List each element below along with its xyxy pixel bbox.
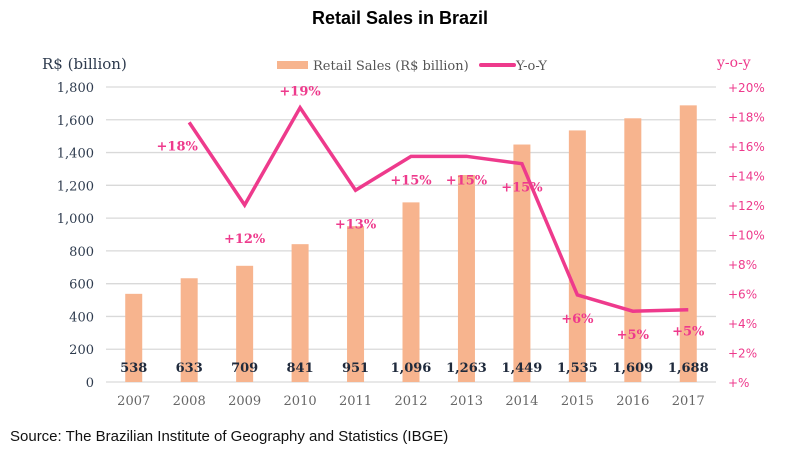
x-axis-tick-label: 2011 <box>339 394 372 409</box>
x-axis-tick-label: 2007 <box>117 394 150 409</box>
legend-label-retail-sales: Retail Sales (R$ billion) <box>313 59 469 74</box>
bar-data-label: 1,535 <box>557 361 598 376</box>
legend: Retail Sales (R$ billion) Y-o-Y <box>277 59 547 74</box>
line-data-label: +15% <box>390 173 432 188</box>
left-axis: 0 200 400 600 800 1,000 1,200 1,400 1,600 1,800 R$… <box>42 55 127 391</box>
line-series <box>187 104 689 313</box>
right-axis-tick-label: +8% <box>728 258 757 272</box>
line-data-label: +5% <box>617 328 650 343</box>
line-data-label: +19% <box>279 85 321 100</box>
left-axis-tick-label: 1,000 <box>57 212 94 227</box>
yoy-line <box>187 104 689 313</box>
left-axis-tick-label: 1,800 <box>57 81 94 96</box>
chart-title: Retail Sales in Brazil <box>311 8 489 28</box>
bar-data-label: 1,096 <box>391 361 432 376</box>
legend-swatch-retail-sales <box>277 61 308 69</box>
x-axis-tick-label: 2015 <box>561 394 594 409</box>
bar-2015 <box>568 130 586 382</box>
bar-2012 <box>402 202 420 382</box>
right-axis-tick-label: +% <box>728 376 749 390</box>
right-axis-tick-label: +6% <box>728 288 757 302</box>
bar-data-label: 538 <box>120 361 147 376</box>
left-axis-tick-label: 1,400 <box>57 147 94 162</box>
bar-data-label: 709 <box>231 361 258 376</box>
line-data-label: +12% <box>224 232 266 247</box>
bar-2008 <box>180 278 198 382</box>
line-data-label: +15% <box>446 173 488 188</box>
x-axis-tick-label: 2014 <box>505 394 538 409</box>
x-axis-tick-label: 2013 <box>450 394 483 409</box>
bar-data-label: 1,263 <box>446 361 487 376</box>
bar-data-label: 633 <box>176 361 203 376</box>
left-axis-title: R$ (billion) <box>42 55 127 73</box>
x-axis-tick-label: 2016 <box>616 394 649 409</box>
right-axis-title: y-o-y <box>716 55 751 71</box>
line-data-label: +5% <box>672 325 705 340</box>
x-axis: 2007 2008 2009 2010 2011 2012 2013 2014 2015 2016… <box>117 394 705 409</box>
x-axis-tick-label: 2012 <box>394 394 427 409</box>
bar-2017 <box>679 105 697 382</box>
x-axis-tick-label: 2017 <box>672 394 705 409</box>
right-axis-tick-label: +12% <box>728 199 765 213</box>
bar-data-labels: 538 633 709 841 951 1,096 1,263 1,449 1,535 1,609… <box>120 361 708 376</box>
bar-2007 <box>125 293 143 382</box>
right-axis-tick-label: +20% <box>728 81 765 95</box>
line-data-label: +15% <box>501 181 543 196</box>
x-axis-tick-label: 2009 <box>228 394 261 409</box>
left-axis-tick-label: 0 <box>86 376 94 391</box>
right-axis-tick-label: +10% <box>728 229 765 243</box>
x-axis-tick-label: 2010 <box>284 394 317 409</box>
left-axis-tick-label: 200 <box>69 343 94 358</box>
left-axis-tick-label: 600 <box>69 278 94 293</box>
legend-label-yoy: Y-o-Y <box>515 59 547 74</box>
right-axis: +% +2% +4% +6% +8% +10% +12% +14% +16% +18% +20% y-… <box>716 55 765 390</box>
right-axis-tick-label: +16% <box>728 140 765 154</box>
bar-2009 <box>236 265 254 382</box>
line-data-labels: +18% +12% +19% +13% +15% +15% +15% +6% +5% +5% <box>157 85 706 344</box>
x-axis-tick-label: 2008 <box>173 394 206 409</box>
bar-data-label: 1,609 <box>612 361 653 376</box>
right-axis-tick-label: +4% <box>728 317 757 331</box>
bar-data-label: 951 <box>342 361 369 376</box>
bar-series <box>125 105 697 382</box>
left-axis-tick-label: 400 <box>69 310 94 325</box>
right-axis-tick-label: +2% <box>728 347 757 361</box>
left-axis-tick-label: 1,600 <box>57 114 94 129</box>
right-axis-tick-label: +14% <box>728 170 765 184</box>
bar-data-label: 1,449 <box>502 361 543 376</box>
source-note: Source: The Brazilian Institute of Geogr… <box>10 428 449 445</box>
bar-2013 <box>457 175 475 382</box>
bar-2010 <box>291 244 309 382</box>
line-data-label: +18% <box>157 139 199 154</box>
line-data-label: +6% <box>561 312 594 327</box>
bar-data-label: 841 <box>287 361 314 376</box>
left-axis-tick-label: 1,200 <box>57 179 94 194</box>
bar-2014 <box>513 144 531 382</box>
left-axis-tick-label: 800 <box>69 245 94 260</box>
line-data-label: +13% <box>335 217 377 232</box>
bar-2016 <box>624 118 642 382</box>
bar-2011 <box>347 226 365 382</box>
bar-data-label: 1,688 <box>668 361 709 376</box>
right-axis-tick-label: +18% <box>728 111 765 125</box>
